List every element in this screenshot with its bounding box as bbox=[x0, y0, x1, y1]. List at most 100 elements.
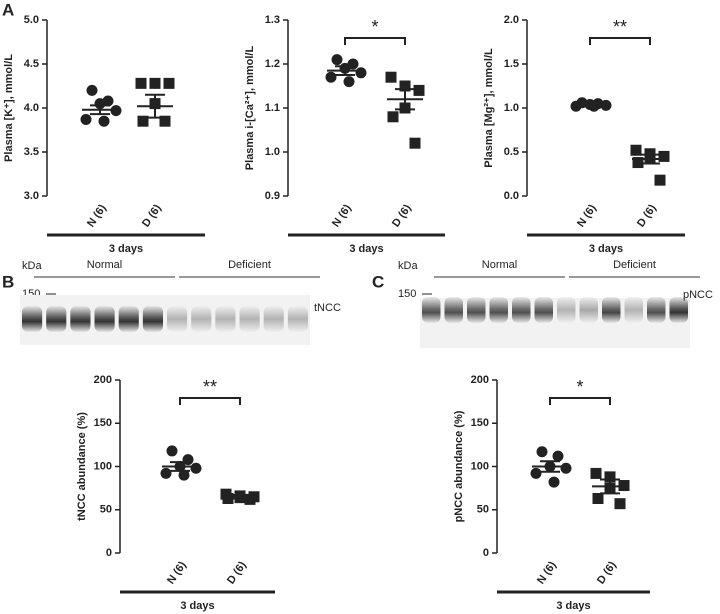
data-point bbox=[614, 498, 626, 510]
blot-band bbox=[422, 297, 441, 323]
data-point bbox=[178, 469, 190, 481]
blot-band bbox=[489, 297, 508, 323]
blot-band bbox=[215, 306, 236, 332]
x-tick-label: N (6) bbox=[575, 202, 599, 229]
y-tick-label: 3.5 bbox=[24, 146, 39, 158]
y-tick-label: 2.0 bbox=[504, 14, 519, 26]
y-axis-label: Plasma [Mg²⁺], mmol/L bbox=[483, 48, 495, 168]
y-tick-label: 0 bbox=[483, 547, 489, 559]
data-point bbox=[536, 446, 548, 458]
data-point bbox=[413, 84, 425, 96]
blot-band bbox=[444, 297, 463, 323]
x-tick-label: N (6) bbox=[85, 202, 109, 229]
data-point bbox=[137, 115, 149, 127]
protein-label: pNCC bbox=[683, 289, 713, 301]
y-tick-label: 3.0 bbox=[24, 190, 39, 202]
significance-label: * bbox=[371, 17, 378, 37]
group-label: Normal bbox=[87, 259, 122, 271]
data-point bbox=[530, 467, 542, 479]
blot-band bbox=[142, 306, 163, 332]
x-tick-label: N (6) bbox=[165, 559, 189, 586]
blot-band bbox=[647, 297, 666, 323]
x-tick-label: D (6) bbox=[225, 559, 249, 586]
x-tick-label: N (6) bbox=[330, 202, 354, 229]
data-point bbox=[355, 67, 367, 79]
blot-band bbox=[287, 306, 308, 332]
data-point bbox=[159, 115, 171, 127]
blot-band bbox=[579, 297, 598, 323]
data-point bbox=[552, 450, 564, 462]
blot-band bbox=[534, 297, 553, 323]
group-label: 3 days bbox=[109, 243, 143, 255]
y-tick-label: 0 bbox=[106, 547, 112, 559]
y-tick-label: 150 bbox=[94, 417, 112, 429]
y-tick-label: 0.5 bbox=[504, 146, 519, 158]
y-tick-label: 4.5 bbox=[24, 58, 39, 70]
group-label: Deficient bbox=[613, 259, 656, 271]
data-point bbox=[98, 115, 110, 127]
data-point bbox=[190, 462, 202, 474]
y-tick-label: 0.0 bbox=[504, 190, 519, 202]
blot-band bbox=[191, 306, 212, 332]
significance-label: * bbox=[576, 377, 583, 397]
group-label: 3 days bbox=[589, 243, 623, 255]
blot-band bbox=[602, 297, 621, 323]
y-tick-label: 100 bbox=[471, 460, 489, 472]
panel-label: C bbox=[372, 272, 384, 291]
significance-label: ** bbox=[203, 377, 217, 397]
data-point bbox=[160, 467, 172, 479]
y-tick-label: 5.0 bbox=[24, 14, 39, 26]
blot-band bbox=[70, 306, 91, 332]
significance-label: ** bbox=[613, 17, 627, 37]
x-tick-label: N (6) bbox=[535, 559, 559, 586]
significance-bracket bbox=[179, 397, 241, 405]
y-tick-label: 50 bbox=[100, 504, 112, 516]
data-point bbox=[80, 113, 92, 125]
blot-band bbox=[557, 297, 576, 323]
unit-label: kDa bbox=[398, 260, 418, 272]
data-point bbox=[548, 476, 560, 488]
y-tick-label: 200 bbox=[94, 374, 112, 386]
y-tick-label: 1.1 bbox=[265, 102, 280, 114]
data-point bbox=[166, 445, 178, 457]
group-label: 3 days bbox=[349, 243, 383, 255]
y-tick-label: 1.2 bbox=[265, 58, 280, 70]
y-tick-label: 1.0 bbox=[504, 102, 519, 114]
data-point bbox=[222, 493, 234, 505]
y-tick-label: 1.3 bbox=[265, 14, 280, 26]
blot-band bbox=[512, 297, 531, 323]
significance-bracket bbox=[589, 37, 651, 45]
data-point bbox=[86, 84, 98, 96]
blot-band bbox=[22, 306, 43, 332]
marker-label: 150 bbox=[398, 288, 416, 300]
x-tick-label: D (6) bbox=[390, 202, 414, 229]
y-axis-label: pNCC abundance (%) bbox=[453, 410, 465, 522]
data-point bbox=[560, 462, 572, 474]
significance-bracket bbox=[344, 37, 406, 45]
blot-band bbox=[467, 297, 486, 323]
panel-label: B bbox=[2, 272, 14, 291]
data-point bbox=[385, 71, 397, 83]
data-point bbox=[163, 77, 175, 89]
blot-band bbox=[94, 306, 115, 332]
data-point bbox=[604, 471, 616, 483]
blot-band bbox=[118, 306, 139, 332]
protein-label: tNCC bbox=[314, 302, 341, 314]
y-axis-label: tNCC abundance (%) bbox=[76, 412, 88, 521]
data-point bbox=[654, 174, 666, 186]
y-axis-label: Plasma i-[Ca²⁺], mmol/L bbox=[244, 46, 256, 171]
data-point bbox=[135, 77, 147, 89]
data-point bbox=[399, 80, 411, 92]
y-tick-label: 1.0 bbox=[265, 146, 280, 158]
data-point bbox=[387, 111, 399, 123]
unit-label: kDa bbox=[22, 260, 42, 272]
y-tick-label: 50 bbox=[477, 504, 489, 516]
data-point bbox=[658, 150, 670, 162]
y-tick-label: 0.9 bbox=[265, 190, 280, 202]
data-point bbox=[343, 76, 355, 88]
y-tick-label: 150 bbox=[471, 417, 489, 429]
group-label: 3 days bbox=[180, 600, 214, 612]
y-tick-label: 100 bbox=[94, 460, 112, 472]
data-point bbox=[409, 137, 421, 149]
